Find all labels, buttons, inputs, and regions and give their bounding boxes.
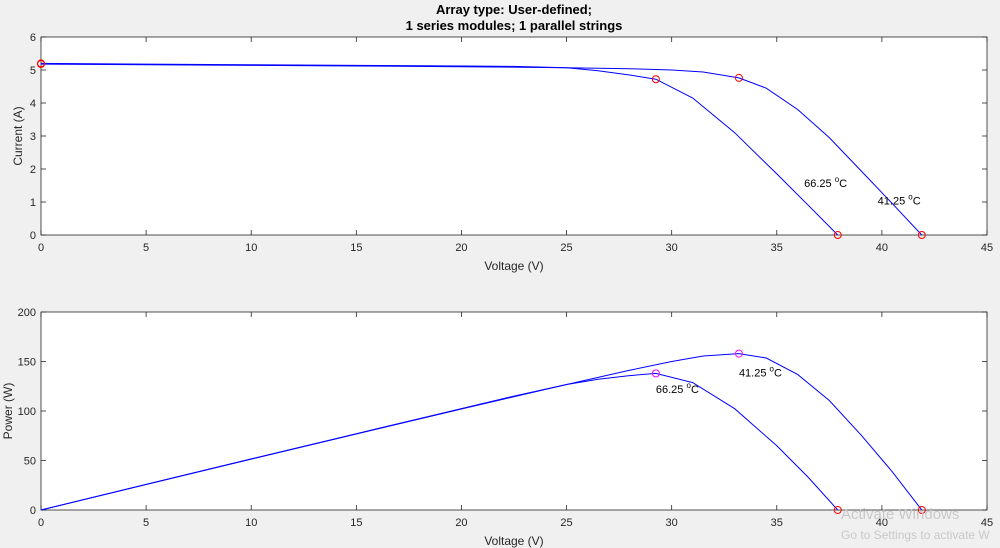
chart-title: Array type: User-defined; [436,2,592,17]
pv-chart: 0 5 10 15 20 25 30 35 40 45 0 50 100 150 200 Voltage (V… [1,307,993,548]
x-tick-label: 45 [981,242,993,254]
temperature-label: 66.25 oC [804,175,847,190]
plot-area [40,36,988,236]
y-tick-label: 150 [18,357,36,369]
series-line-0 [40,63,923,236]
chart-subtitle: 1 series modules; 1 parallel strings [406,18,623,33]
y-tick-label: 0 [30,230,36,242]
watermark-line1: Activate Windows [841,506,960,523]
y-axis-label: Current (A) [11,106,25,165]
y-tick-label: 1 [30,197,36,209]
y-tick-label: 0 [30,505,36,517]
x-tick-label: 30 [666,517,678,529]
x-tick-label: 35 [771,517,783,529]
x-tick-label: 40 [876,242,888,254]
x-axis-label: Voltage (V) [484,534,543,548]
y-tick-label: 200 [18,307,36,319]
iv-chart: Array type: User-defined; 1 series modul… [11,2,993,273]
x-tick-label: 20 [455,517,467,529]
y-tick-label: 50 [24,456,36,468]
data-marker [917,506,926,514]
x-tick-label: 5 [143,242,149,254]
series-line-1 [40,372,839,511]
x-tick-label: 5 [143,517,149,529]
x-tick-label: 25 [560,517,572,529]
x-tick-label: 40 [876,517,888,529]
x-tick-label: 10 [245,517,257,529]
y-tick-label: 100 [18,406,36,418]
y-tick-label: 2 [30,164,36,176]
y-tick-label: 3 [30,131,36,143]
data-marker [37,59,45,68]
y-tick-label: 4 [30,98,36,110]
y-tick-label: 5 [30,65,36,77]
x-tick-label: 25 [560,242,572,254]
x-tick-label: 30 [666,242,678,254]
temperature-label: 66.25 oC [656,381,699,396]
data-marker [833,506,842,514]
x-tick-label: 20 [455,242,467,254]
temperature-label: 41.25 oC [878,192,921,207]
x-tick-label: 10 [245,242,257,254]
y-tick-label: 6 [30,32,36,44]
data-marker [651,75,660,84]
data-marker [734,73,743,82]
x-tick-label: 35 [771,242,783,254]
x-tick-label: 0 [38,242,44,254]
y-axis-label: Power (W) [1,383,15,440]
data-marker [917,231,926,239]
watermark-line2: Go to Settings to activate W [841,528,990,542]
x-axis-label: Voltage (V) [484,259,543,273]
data-marker [734,349,743,358]
x-tick-label: 0 [38,517,44,529]
plot-area [40,311,988,511]
data-marker [833,231,842,239]
temperature-label: 41.25 oC [739,364,782,379]
data-marker [651,369,660,378]
x-tick-label: 45 [981,517,993,529]
x-tick-label: 15 [350,242,362,254]
x-tick-label: 15 [350,517,362,529]
series-line-1 [40,62,839,236]
